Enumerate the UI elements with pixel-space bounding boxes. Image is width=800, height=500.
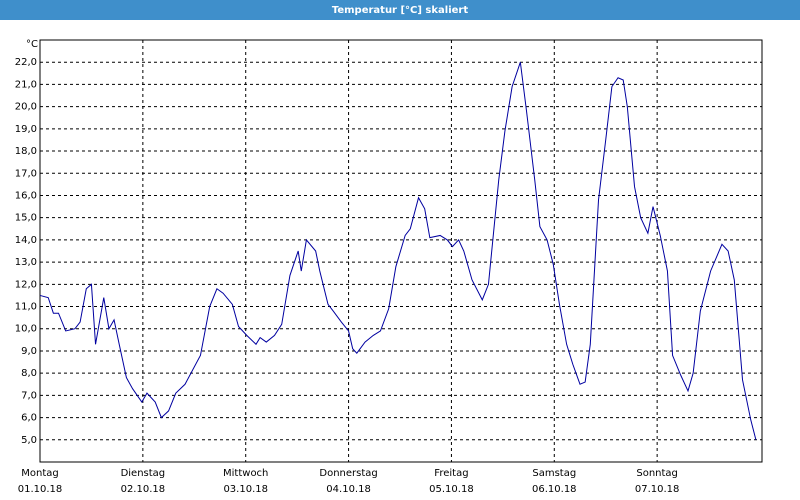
x-tick-date: 02.10.18 <box>121 484 166 495</box>
y-tick-label: 18,0 <box>15 146 37 157</box>
y-tick-label: 5,0 <box>21 435 37 446</box>
y-unit-label: °C <box>26 39 38 50</box>
y-tick-label: 7,0 <box>21 390 37 401</box>
y-tick-label: 15,0 <box>15 213 37 224</box>
y-tick-label: 14,0 <box>15 235 37 246</box>
y-tick-label: 16,0 <box>15 190 37 201</box>
y-tick-label: 8,0 <box>21 368 37 379</box>
y-tick-label: 9,0 <box>21 346 37 357</box>
y-tick-label: 11,0 <box>15 302 37 313</box>
x-tick-date: 04.10.18 <box>326 484 371 495</box>
x-tick-date: 03.10.18 <box>223 484 268 495</box>
x-tick-date: 05.10.18 <box>429 484 474 495</box>
y-tick-label: 20,0 <box>15 102 37 113</box>
y-tick-label: 12,0 <box>15 279 37 290</box>
chart-title: Temperatur [°C] skaliert <box>332 5 469 16</box>
x-tick-label: Donnerstag <box>319 468 377 479</box>
x-tick-label: Montag <box>21 468 58 479</box>
x-tick-date: 01.10.18 <box>18 484 63 495</box>
y-tick-label: 21,0 <box>15 79 37 90</box>
x-tick-label: Sonntag <box>636 468 678 479</box>
x-tick-date: 07.10.18 <box>635 484 680 495</box>
x-tick-label: Samstag <box>532 468 576 479</box>
x-tick-label: Freitag <box>434 468 468 479</box>
y-tick-label: 10,0 <box>15 324 37 335</box>
y-tick-label: 19,0 <box>15 124 37 135</box>
x-tick-date: 06.10.18 <box>532 484 577 495</box>
title-bar <box>0 0 800 20</box>
y-tick-label: 6,0 <box>21 413 37 424</box>
line-series <box>39 62 757 440</box>
y-tick-label: 22,0 <box>15 57 37 68</box>
x-tick-label: Mittwoch <box>223 468 268 479</box>
y-tick-label: 13,0 <box>15 257 37 268</box>
y-tick-label: 17,0 <box>15 168 37 179</box>
x-tick-label: Dienstag <box>121 468 166 479</box>
